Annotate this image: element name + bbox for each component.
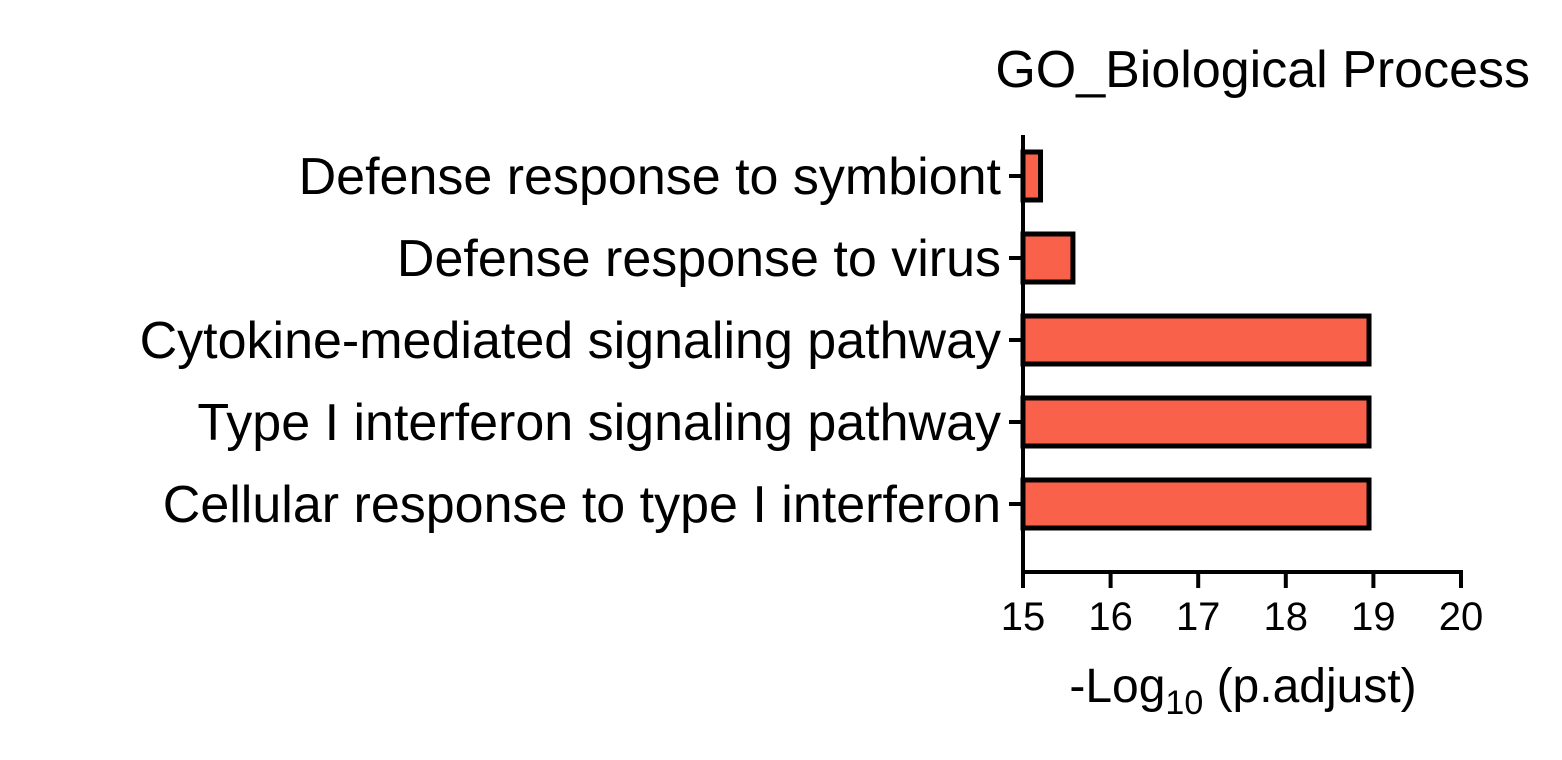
y-axis: Defense response to symbiont Defense resp…: [140, 135, 1025, 572]
bar-3: [1020, 313, 1372, 367]
category-label: Defense response to symbiont: [299, 148, 1002, 206]
x-axis-title: -Log10 (p.adjust): [1069, 660, 1416, 722]
chart-title: GO_Biological Process: [995, 41, 1530, 99]
x-axis-title-suffix: (p.adjust): [1203, 660, 1416, 713]
x-axis: 15 16 17 18 19 20: [1001, 570, 1484, 639]
bar-5: [1020, 477, 1372, 531]
x-tick-label: 19: [1351, 595, 1396, 639]
category-label: Cellular response to type I interferon: [163, 476, 1001, 534]
x-axis-title-subscript: 10: [1165, 684, 1203, 722]
category-label: Type I interferon signaling pathway: [197, 394, 1001, 452]
category-label: Cytokine-mediated signaling pathway: [140, 312, 1001, 370]
x-tick-label: 17: [1176, 595, 1221, 639]
bar-4: [1020, 395, 1372, 449]
x-axis-title-prefix: -Log: [1069, 660, 1165, 713]
x-tick-label: 18: [1264, 595, 1309, 639]
bar-1: [1020, 149, 1044, 203]
category-label: Defense response to virus: [397, 230, 1001, 288]
bar-2: [1020, 231, 1076, 285]
x-tick-label: 16: [1088, 595, 1133, 639]
bars-layer: [1020, 149, 1372, 531]
x-tick-label: 20: [1439, 595, 1484, 639]
x-tick-label: 15: [1001, 595, 1046, 639]
